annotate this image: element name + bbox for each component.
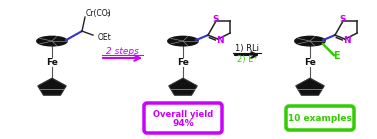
Ellipse shape [37,36,67,46]
Text: 5: 5 [107,12,110,17]
Ellipse shape [295,36,325,46]
Text: Fe: Fe [46,58,58,66]
Ellipse shape [168,36,198,46]
FancyBboxPatch shape [286,106,354,130]
Text: OEt: OEt [98,33,112,42]
Text: S: S [340,15,346,24]
FancyBboxPatch shape [144,103,222,133]
Text: N: N [343,36,351,45]
Polygon shape [296,78,324,95]
Text: 2) E⁺: 2) E⁺ [236,54,257,64]
Text: 10 examples: 10 examples [288,114,352,122]
Text: Fe: Fe [304,58,316,66]
Text: 94%: 94% [172,119,194,127]
Text: Fe: Fe [177,58,189,66]
Text: 1) RLi: 1) RLi [235,44,259,53]
Text: 2 steps: 2 steps [106,47,139,55]
Text: N: N [216,36,224,45]
Text: S: S [213,15,219,24]
Polygon shape [38,78,66,95]
Text: Overall yield: Overall yield [153,110,213,119]
Polygon shape [169,78,197,95]
Text: Cr(CO): Cr(CO) [86,9,112,18]
Text: E: E [333,51,339,61]
